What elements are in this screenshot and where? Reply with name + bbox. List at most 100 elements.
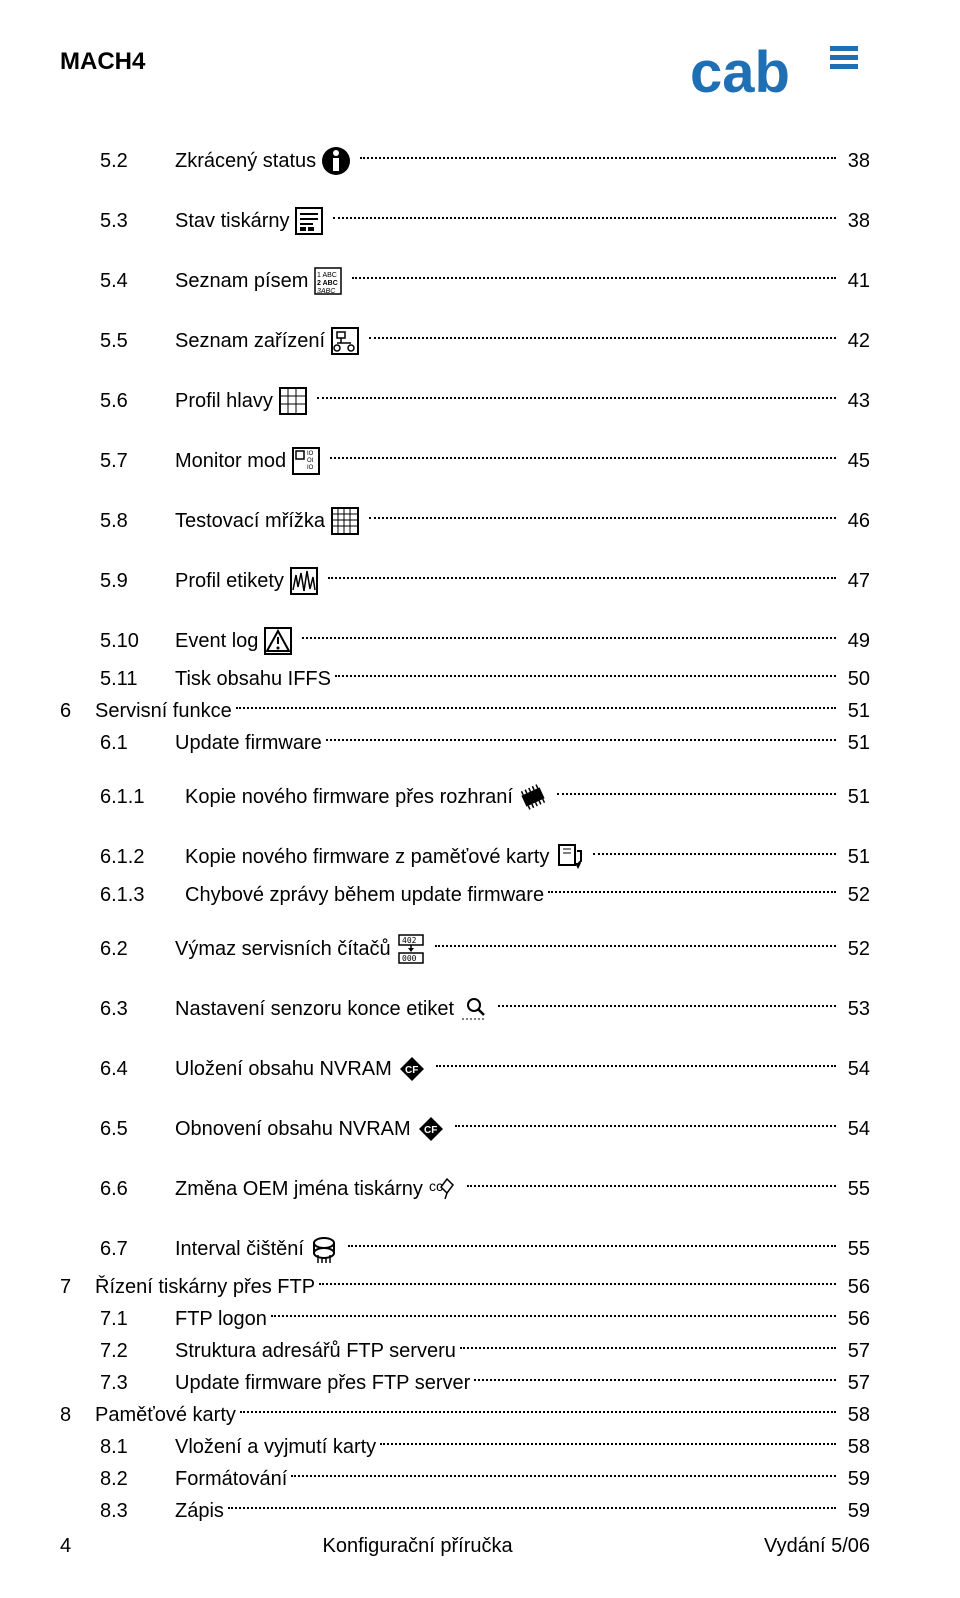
toc-number: 8 (60, 1405, 95, 1425)
toc-entry: 6.1.1Kopie nového firmware přes rozhraní… (60, 781, 870, 813)
toc-leader-dots (271, 1315, 836, 1317)
toc-entry: 6.6Změna OEM jména tiskárny55 (60, 1173, 870, 1205)
toc-leader-dots (348, 1245, 836, 1247)
svg-text:cab: cab (690, 40, 790, 105)
toc-number: 5.6 (100, 391, 175, 411)
warning-icon (262, 625, 294, 657)
toc-title: Obnovení obsahu NVRAM (175, 1119, 411, 1139)
toc-leader-dots (460, 1347, 836, 1349)
toc-entry: 6.7Interval čištění55 (60, 1233, 870, 1265)
toc-number: 6.4 (100, 1059, 175, 1079)
toc-title: Vložení a vyjmutí karty (175, 1437, 376, 1457)
cab-logo: cab (690, 40, 870, 105)
toc-leader-dots (436, 1065, 836, 1067)
toc-entry: 6.2Výmaz servisních čítačů52 (60, 933, 870, 965)
table-of-contents: 5.2Zkrácený status385.3Stav tiskárny385.… (60, 145, 870, 1521)
toc-entry: 6.1Update firmware51 (60, 733, 870, 753)
toc-entry: 6.4Uložení obsahu NVRAM 54 (60, 1053, 870, 1085)
toc-entry: 6.3Nastavení senzoru konce etiket53 (60, 993, 870, 1025)
toc-leader-dots (498, 1005, 836, 1007)
toc-number: 5.3 (100, 211, 175, 231)
toc-number: 8.3 (100, 1501, 175, 1521)
toc-leader-dots (369, 517, 836, 519)
toc-leader-dots (557, 793, 836, 795)
toc-entry: 6.1.2Kopie nového firmware z paměťové ka… (60, 841, 870, 873)
toc-entry: 8.1Vložení a vyjmutí karty58 (60, 1437, 870, 1457)
toc-page: 41 (840, 271, 870, 291)
status-icon (293, 205, 325, 237)
toc-entry: 6Servisní funkce51 (60, 701, 870, 721)
toc-leader-dots (352, 277, 836, 279)
toc-entry: 6.5Obnovení obsahu NVRAM54 (60, 1113, 870, 1145)
counter-icon (395, 933, 427, 965)
toc-leader-dots (369, 337, 836, 339)
toc-number: 7.3 (100, 1373, 175, 1393)
toc-title: Paměťové karty (95, 1405, 236, 1425)
toc-number: 5.5 (100, 331, 175, 351)
toc-number: 6.6 (100, 1179, 175, 1199)
toc-title: Uložení obsahu NVRAM (175, 1059, 392, 1079)
label-profile-icon (288, 565, 320, 597)
toc-number: 6.3 (100, 999, 175, 1019)
toc-entry: 7.3Update firmware přes FTP server57 (60, 1373, 870, 1393)
toc-leader-dots (467, 1185, 836, 1187)
toc-title: Řízení tiskárny přes FTP (95, 1277, 315, 1297)
toc-entry: 8.3Zápis 59 (60, 1501, 870, 1521)
toc-leader-dots (360, 157, 836, 159)
toc-number: 7.2 (100, 1341, 175, 1361)
toc-page: 56 (840, 1277, 870, 1297)
toc-entry: 5.7Monitor mod45 (60, 445, 870, 477)
toc-entry: 7.2Struktura adresářů FTP serveru57 (60, 1341, 870, 1361)
devices-icon (329, 325, 361, 357)
toc-page: 59 (840, 1469, 870, 1489)
toc-number: 5.11 (100, 669, 175, 689)
toc-title: Update firmware (175, 733, 322, 753)
toc-page: 52 (840, 885, 870, 905)
toc-page: 46 (840, 511, 870, 531)
toc-number: 7 (60, 1277, 95, 1297)
toc-title: Tisk obsahu IFFS (175, 669, 331, 689)
toc-page: 59 (840, 1501, 870, 1521)
toc-number: 6 (60, 701, 95, 721)
toc-title: Zápis (175, 1501, 224, 1521)
toc-number: 6.1.2 (100, 847, 185, 867)
toc-page: 55 (840, 1239, 870, 1259)
toc-page: 58 (840, 1405, 870, 1425)
toc-leader-dots (319, 1283, 836, 1285)
toc-title: Event log (175, 631, 258, 651)
toc-entry: 5.2Zkrácený status38 (60, 145, 870, 177)
toc-title: Monitor mod (175, 451, 286, 471)
toc-leader-dots (380, 1443, 836, 1445)
toc-entry: 5.8Testovací mřížka46 (60, 505, 870, 537)
toc-leader-dots (228, 1507, 836, 1509)
toc-page: 54 (840, 1059, 870, 1079)
toc-title: Chybové zprávy během update firmware (185, 885, 544, 905)
toc-page: 57 (840, 1373, 870, 1393)
toc-leader-dots (333, 217, 836, 219)
cf-icon (415, 1113, 447, 1145)
footer-right: Vydání 5/06 (764, 1535, 870, 1558)
toc-leader-dots (335, 675, 836, 677)
toc-leader-dots (474, 1379, 836, 1381)
toc-title: Profil etikety (175, 571, 284, 591)
toc-page: 38 (840, 211, 870, 231)
toc-title: Servisní funkce (95, 701, 232, 721)
info-icon (320, 145, 352, 177)
grid-icon (277, 385, 309, 417)
toc-leader-dots (328, 577, 836, 579)
toc-page: 38 (840, 151, 870, 171)
toc-entry: 8.2Formátování59 (60, 1469, 870, 1489)
footer-page-number: 4 (60, 1535, 71, 1558)
toc-leader-dots (455, 1125, 836, 1127)
toc-page: 51 (840, 847, 870, 867)
toc-leader-dots (548, 891, 836, 893)
toc-number: 7.1 (100, 1309, 175, 1329)
toc-leader-dots (435, 945, 836, 947)
toc-entry: 6.1.3Chybové zprávy během update firmwar… (60, 885, 870, 905)
toc-title: Nastavení senzoru konce etiket (175, 999, 454, 1019)
sensor-icon (458, 993, 490, 1025)
toc-page: 54 (840, 1119, 870, 1139)
toc-entry: 5.9Profil etikety47 (60, 565, 870, 597)
fonts-icon (312, 265, 344, 297)
toc-leader-dots (240, 1411, 836, 1413)
